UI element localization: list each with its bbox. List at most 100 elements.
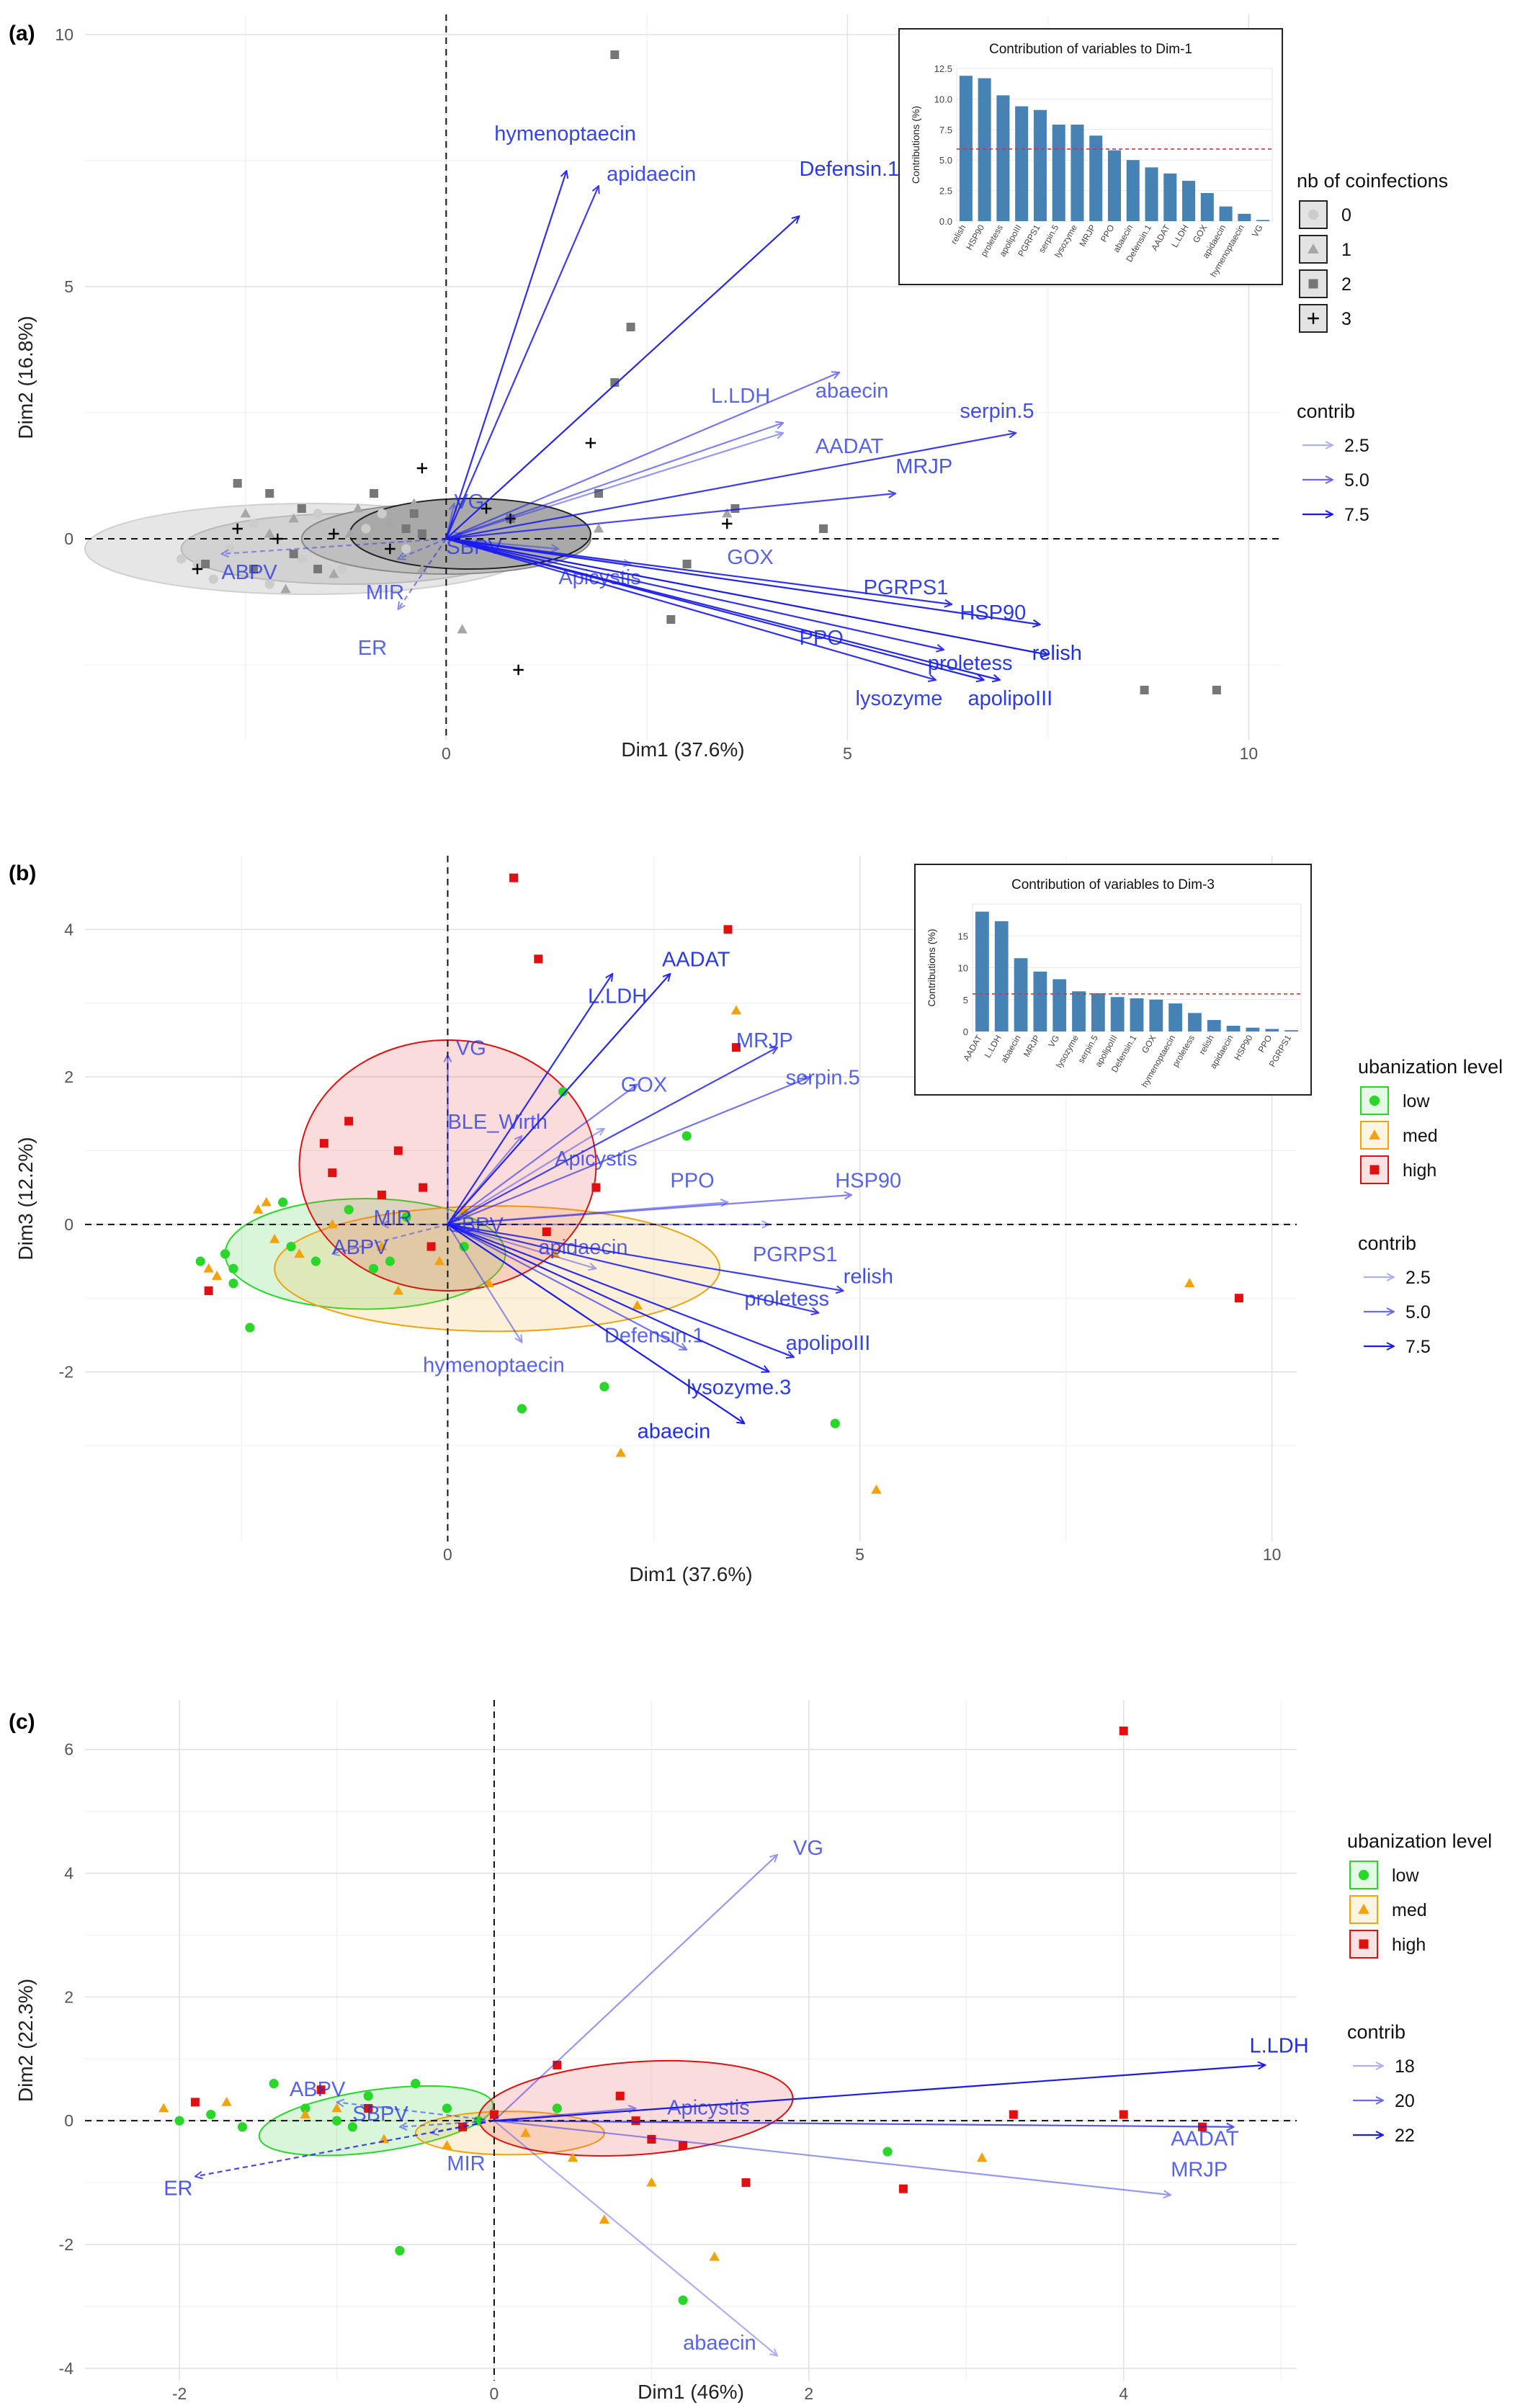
legend-label: 7.5 [1344,505,1369,525]
data-point [434,1256,445,1266]
inset-bar [1145,167,1158,221]
data-point [376,1241,388,1250]
variable-arrow [445,171,566,540]
variable-arrow [446,537,944,650]
variable-label: L.LDH [588,985,647,1008]
legend-label: 2.5 [1344,436,1369,456]
variable-label: MIR [366,581,404,604]
variable-label: AADAT [1171,2128,1239,2151]
legend-label: high [1392,1935,1426,1955]
variable-arrow [447,1077,810,1225]
inset-bar [1107,150,1122,221]
variable-label: MRJP [1171,2159,1228,2182]
data-point [294,1248,305,1258]
data-point [363,2091,373,2101]
data-point [509,873,518,882]
inset-bar [1110,997,1125,1031]
data-point [552,2103,562,2113]
data-point [1119,1726,1128,1735]
data-point [378,2134,390,2144]
data-point [249,519,259,529]
data-point [377,1190,386,1199]
data-point [682,560,692,568]
data-point [297,504,306,513]
legend-label: 2.5 [1405,1268,1431,1288]
data-point [289,550,298,558]
variable-label: apidaecin [607,163,696,186]
variable-label: VG [454,491,484,514]
data-point [228,1279,238,1289]
data-point [286,1241,296,1252]
data-point [517,1404,527,1414]
data-point [297,554,307,564]
inset-y-tick-label: 12.5 [934,63,952,74]
data-point [419,1183,428,1192]
variable-label: MRJP [736,1029,793,1052]
inset-y-tick-label: 10 [958,963,968,974]
data-point [237,2122,248,2132]
inset-bar [1219,206,1233,221]
data-point [631,2116,640,2126]
data-point [416,462,428,474]
inset-bar [1265,1029,1279,1031]
inset-bar [1149,999,1163,1031]
variable-label: Defensin.1 [800,158,900,181]
data-point [457,624,468,634]
variable-arrow [447,1223,464,1232]
data-point [599,2214,610,2224]
y-tick-label: 0 [64,2111,73,2130]
data-point [264,579,274,589]
y-tick-label: 0 [64,529,73,548]
legend-marker [1359,1939,1369,1949]
variable-label: PGRPS1 [864,576,949,599]
data-point [401,524,411,533]
variable-arrow [447,1223,818,1313]
legend-label: low [1392,1866,1419,1886]
data-point [567,2152,578,2162]
variable-arrow [447,974,670,1225]
data-point [730,504,740,513]
data-point [224,544,235,554]
legend-label: 7.5 [1405,1337,1431,1357]
data-point [228,1263,238,1274]
inset-y-tick-label: 7.5 [939,125,952,135]
legend-label: 5.0 [1344,470,1369,491]
inset-y-tick-label: 10.0 [934,94,952,104]
variable-label: ER [164,2177,192,2200]
data-point [882,2147,893,2157]
data-point [741,2178,751,2188]
variable-label: ABPV [332,1236,388,1259]
variable-arrow [447,974,612,1225]
legend-label: 20 [1395,2091,1415,2111]
inset-bar [1188,1013,1202,1031]
panel-label: (c) [9,1710,35,1734]
inset-bar [1052,979,1067,1031]
variable-arrow [221,537,447,554]
y-tick-label: 4 [64,1864,73,1883]
data-point [328,568,339,578]
confidence-ellipse [414,2111,605,2156]
data-point [1212,686,1221,694]
data-point [331,2103,342,2113]
data-point [211,1271,223,1280]
legend-label: low [1403,1091,1430,1111]
data-point [594,489,604,498]
data-point [206,2109,216,2120]
variable-arrow [447,1223,687,1350]
data-point [190,2098,200,2107]
legend-title: ubanization level [1358,1056,1503,1078]
variable-label: PPO [670,1170,714,1193]
data-point [408,498,419,508]
data-point [591,1183,601,1192]
variable-label: serpin.5 [786,1066,860,1089]
data-point [458,2122,468,2131]
inset-title: Contribution of variables to Dim-1 [989,42,1192,57]
data-point [513,664,524,676]
data-point [331,2116,342,2126]
variable-arrow [398,537,447,559]
variable-label: SBPV [447,1214,504,1237]
x-tick-label: 0 [442,744,451,763]
data-point [550,1248,560,1258]
data-point [1140,686,1149,694]
y-tick-label: 0 [64,1215,73,1234]
